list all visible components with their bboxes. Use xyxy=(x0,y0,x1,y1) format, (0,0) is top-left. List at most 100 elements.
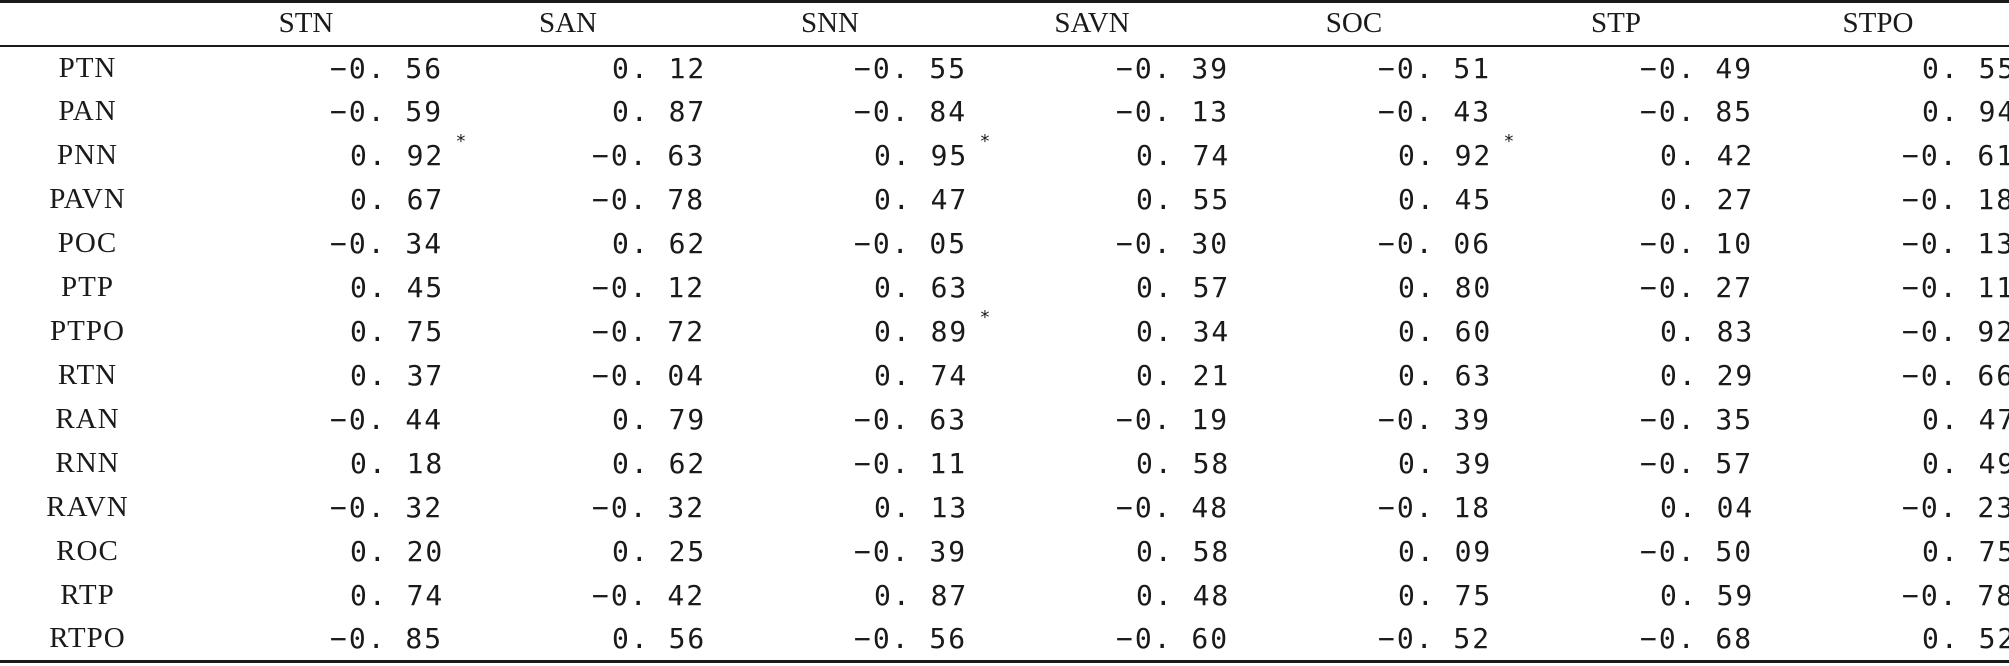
cell-number: −0. 85 xyxy=(1640,95,1754,128)
cell-value: −0. 19 xyxy=(1116,403,1229,436)
cell-value: 0. 79 xyxy=(612,403,706,436)
table-cell: 0. 60 xyxy=(1223,310,1490,354)
cell-number: −0. 61 xyxy=(1902,139,2009,172)
row-label: PTP xyxy=(61,271,114,303)
cell-value: 0. 80 xyxy=(1398,271,1492,304)
cell-value: 0. 09 xyxy=(1398,535,1492,568)
table-cell: 0. 21 xyxy=(961,354,1228,398)
cell-value: −0. 61 xyxy=(1902,139,2009,172)
cell-number: −0. 19 xyxy=(1116,403,1230,436)
header-corner-cell xyxy=(0,0,175,47)
table-row: PTN −0. 56 0. 12 −0. 55 −0. 39 −0. 51 −0. 49 0.… xyxy=(0,46,2009,90)
table-cell: −0. 11 xyxy=(1747,266,2009,310)
cell-number: −0. 92 xyxy=(1902,315,2009,348)
cell-value: 0. 63 xyxy=(874,271,968,304)
cell-value: −0. 23 xyxy=(1902,491,2009,524)
table-cell: 0. 39 xyxy=(1223,442,1490,486)
cell-number: 0. 63 xyxy=(1398,359,1493,392)
table-cell: 0. 67 xyxy=(175,178,442,222)
table-cell: −0. 23 xyxy=(1747,486,2009,530)
cell-number: −0. 11 xyxy=(854,447,968,480)
cell-number: 0. 62 xyxy=(612,227,707,260)
cell-number: 0. 89 xyxy=(874,315,969,348)
cell-value: −0. 13 xyxy=(1116,95,1229,128)
cell-number: 0. 42 xyxy=(1660,139,1755,172)
table-cell: −0. 42 xyxy=(437,574,703,618)
cell-number: −0. 59 xyxy=(330,95,444,128)
cell-value: −0. 78 xyxy=(1902,579,2009,612)
cell-number: −0. 32 xyxy=(592,491,706,524)
table-cell: 0. 87 xyxy=(699,574,966,618)
row-label: PTN xyxy=(58,51,117,84)
table-cell: 0. 48 xyxy=(961,574,1228,618)
column-header-stp: STP xyxy=(1485,0,1747,47)
table-cell: −0. 85 xyxy=(175,617,441,663)
cell-number: 0. 12 xyxy=(612,51,707,85)
cell-number: −0. 68 xyxy=(1640,622,1754,656)
cell-value: 0. 92 * xyxy=(1398,131,1514,172)
table-cell: −0. 43 xyxy=(1223,90,1489,134)
table-cell: 0. 92 * xyxy=(1223,131,1514,178)
table-cell: 0. 45 xyxy=(175,266,442,310)
table-cell: −0. 49 xyxy=(1485,46,1751,90)
table-cell: −0. 18 xyxy=(1747,178,2009,222)
table-cell: 0. 80 xyxy=(1223,266,1490,310)
cell-value: 0. 59 xyxy=(1660,579,1754,612)
table-cell: 0. 37 xyxy=(175,354,442,398)
table-cell: −0. 84 xyxy=(699,90,965,134)
column-header-stpo: STPO xyxy=(1747,0,2009,47)
cell-number: −0. 06 xyxy=(1378,227,1492,260)
table-row: PTP 0. 45 −0. 12 0. 63 0. 57 0. 80 −0. 27 −0. 1… xyxy=(0,266,2009,310)
significance-marker: * xyxy=(455,131,467,152)
cell-number: 0. 59 xyxy=(1660,579,1755,612)
cell-value: 0. 18 xyxy=(350,447,444,480)
cell-number: 0. 79 xyxy=(612,403,707,436)
table-cell: 0. 74 xyxy=(175,574,442,618)
cell-value: 0. 75 xyxy=(350,315,444,348)
cell-value: −0. 60 xyxy=(1116,622,1229,655)
cell-number: 0. 58 xyxy=(1136,447,1231,480)
cell-number: −0. 56 xyxy=(854,622,968,656)
cell-number: −0. 44 xyxy=(330,403,444,436)
cell-value: −0. 92* xyxy=(1902,315,2009,348)
table-cell: −0. 56 xyxy=(699,617,965,663)
cell-value: −0. 27 xyxy=(1640,271,1753,304)
cell-value: −0. 84 xyxy=(854,95,967,128)
cell-number: −0. 42 xyxy=(592,579,706,612)
cell-value: 0. 75 xyxy=(1398,579,1492,612)
table-row: RTP 0. 74 −0. 42 0. 87 0. 48 0. 75 0. 59 −0. 78 xyxy=(0,574,2009,618)
table-cell: −0. 10 xyxy=(1485,222,1751,266)
table-cell: 0. 59 xyxy=(1485,574,1752,618)
table-row: PAVN 0. 67 −0. 78 0. 47 0. 55 0. 45 0. 27 −0. 1… xyxy=(0,178,2009,222)
row-label: RAVN xyxy=(46,491,129,523)
table-cell: 0. 79 xyxy=(437,398,704,442)
cell-value: 0. 45 xyxy=(350,271,444,304)
row-label: PAN xyxy=(58,95,117,127)
table-cell: −0. 66 xyxy=(1747,354,2009,398)
cell-number: 0. 48 xyxy=(1136,579,1231,612)
cell-value: −0. 11 xyxy=(1902,271,2009,304)
table-cell: 0. 27 xyxy=(1485,178,1752,222)
table-cell: −0. 39 xyxy=(1223,398,1489,442)
cell-number: −0. 05 xyxy=(854,227,968,260)
cell-number: −0. 57 xyxy=(1640,447,1754,480)
table-row: RTN 0. 37 −0. 04 0. 74 0. 21 0. 63 0. 29 −0. 66 xyxy=(0,354,2009,398)
cell-value: −0. 63 xyxy=(592,139,705,172)
cell-value: 0. 94* xyxy=(1922,95,2009,128)
table-cell: −0. 85 xyxy=(1485,90,1751,134)
cell-number: 0. 49 xyxy=(1922,447,2009,480)
table-cell: 0. 55 xyxy=(961,178,1228,222)
cell-number: −0. 12 xyxy=(592,271,706,304)
row-label: PAVN xyxy=(49,183,126,215)
cell-value: 0. 74 xyxy=(350,579,444,612)
cell-number: 0. 58 xyxy=(1136,535,1231,568)
table-cell: −0. 78 xyxy=(1747,574,2009,618)
cell-value: −0. 56 xyxy=(854,622,967,655)
cell-value: 0. 47 xyxy=(874,183,968,216)
cell-value: −0. 63 xyxy=(854,403,967,436)
row-label: RNN xyxy=(55,447,120,479)
cell-number: 0. 52 xyxy=(1922,622,2009,656)
cell-number: 0. 09 xyxy=(1398,535,1493,568)
table-cell: 0. 45 xyxy=(1223,178,1490,222)
